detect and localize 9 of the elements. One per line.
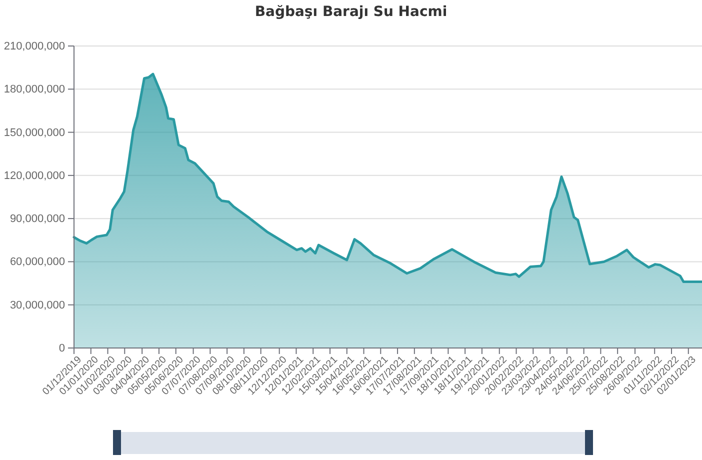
y-tick-label: 60,000,000 xyxy=(10,256,65,268)
y-tick-label: 90,000,000 xyxy=(10,213,65,226)
y-tick-label: 30,000,000 xyxy=(10,299,65,312)
y-tick-label: 210,000,000 xyxy=(4,40,65,53)
y-tick-label: 120,000,000 xyxy=(4,170,65,182)
y-tick-label: 0 xyxy=(58,342,65,355)
y-tick-label: 150,000,000 xyxy=(4,126,65,139)
y-tick-label: 180,000,000 xyxy=(4,84,65,96)
chart-title: Bağbaşı Barajı Su Hacmi xyxy=(254,4,448,20)
